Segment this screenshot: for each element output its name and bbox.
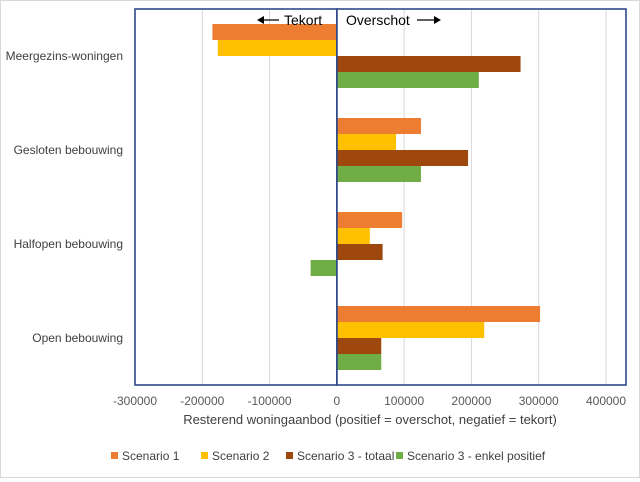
x-tick-label: -300000 [113,394,157,408]
x-tick-label: 400000 [586,394,626,408]
tekort-box [134,8,338,386]
category-label: Meergezins-woningen [6,49,123,63]
x-tick-label: 300000 [519,394,559,408]
legend-label: Scenario 1 [122,449,180,463]
category-labels: Meergezins-woningen Gesloten bebouwing Hal… [6,49,123,345]
overschot-arrowhead [434,16,441,24]
bar [336,56,521,72]
bar [336,354,382,370]
bar [336,338,382,354]
tekort-label: Tekort [284,12,322,28]
bar [212,24,337,40]
overschot-box [336,8,627,386]
region-boxes [134,8,627,386]
tekort-arrowhead [257,16,264,24]
legend-label: Scenario 3 - totaal [297,449,394,463]
legend-swatch [201,452,208,459]
legend-swatch [111,452,118,459]
bar [217,40,337,56]
bars [212,24,541,370]
legend-label: Scenario 2 [212,449,270,463]
region-annotations: Tekort Overschot [257,12,441,28]
legend: Scenario 1 Scenario 2 Scenario 3 - totaal S… [111,449,546,463]
bar [336,228,370,244]
x-axis-title: Resterend woningaanbod (positief = overs… [183,412,557,427]
bar [336,134,397,150]
bar [336,212,403,228]
legend-swatch [396,452,403,459]
bar [336,322,485,338]
bar [310,260,337,276]
bar [336,306,541,322]
overschot-label: Overschot [346,12,410,28]
legend-label: Scenario 3 - enkel positief [407,449,546,463]
bar [336,118,421,134]
bar [336,72,479,88]
bar [336,166,421,182]
x-tick-labels: -300000 -200000 -100000 0 100000 200000 300000… [113,394,626,408]
category-label: Gesloten bebouwing [14,143,123,157]
bar [336,150,469,166]
x-tick-label: 0 [334,394,341,408]
category-label: Halfopen bebouwing [14,237,123,251]
x-tick-label: 200000 [451,394,491,408]
x-tick-label: -200000 [180,394,224,408]
category-label: Open bebouwing [32,331,123,345]
x-tick-label: -100000 [248,394,292,408]
bar [336,244,383,260]
legend-swatch [286,452,293,459]
x-tick-label: 100000 [384,394,424,408]
